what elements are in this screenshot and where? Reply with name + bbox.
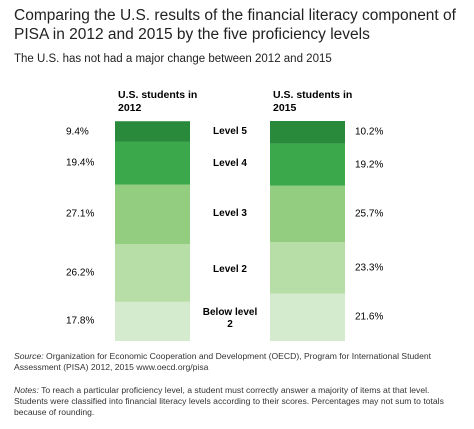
notes: Notes: To reach a particular proficiency…	[14, 385, 464, 419]
value-label: 19.2%	[355, 159, 384, 171]
level-label: Level 3	[213, 208, 247, 220]
value-label: 21.6%	[355, 311, 384, 323]
chart-subtitle: The U.S. has not had a major change betw…	[14, 53, 332, 65]
bar-segment	[115, 141, 190, 185]
value-label: 17.8%	[66, 315, 95, 327]
column-header: U.S. students in 2015	[273, 89, 353, 114]
source: Source: Organization for Economic Cooper…	[14, 351, 464, 373]
level-label: Level 2	[213, 264, 247, 276]
value-label: 25.7%	[355, 208, 384, 220]
value-label: 10.2%	[355, 126, 384, 138]
value-label: 26.2%	[66, 267, 95, 279]
level-label: Level 4	[213, 157, 247, 169]
level-label: Below level 2	[202, 307, 258, 331]
bar-segment	[115, 121, 190, 142]
bar-segment	[115, 244, 190, 302]
source-text: Organization for Economic Cooperation an…	[14, 351, 432, 373]
value-label: 23.3%	[355, 262, 384, 274]
bar-segment	[270, 293, 345, 341]
value-label: 9.4%	[66, 126, 89, 138]
notes-label: Notes:	[14, 385, 39, 395]
bar-segment	[115, 301, 190, 341]
bar-segment	[270, 185, 345, 243]
notes-text: To reach a particular proficiency level,…	[14, 385, 444, 418]
column-header: U.S. students in 2012	[118, 89, 198, 114]
chart-title: Comparing the U.S. results of the financ…	[14, 7, 456, 43]
bar-segment	[270, 121, 345, 144]
level-label: Level 5	[213, 125, 247, 137]
value-label: 27.1%	[66, 208, 95, 220]
bar-segment	[270, 242, 345, 294]
bar-segment	[270, 143, 345, 186]
bar-segment	[115, 184, 190, 245]
value-label: 19.4%	[66, 157, 95, 169]
source-label: Source:	[14, 351, 44, 361]
